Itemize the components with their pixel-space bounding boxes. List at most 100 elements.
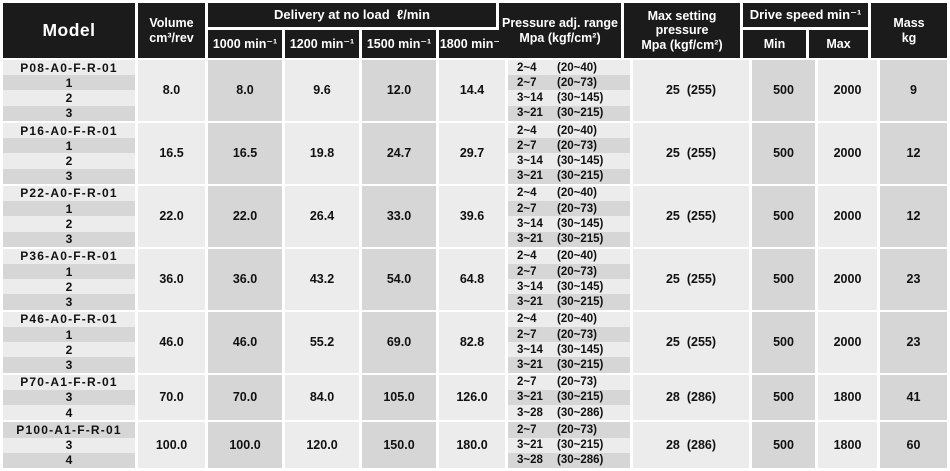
pressure-mpa-value: 2~7 bbox=[517, 139, 537, 152]
pressure-mpa-value: 2~4 bbox=[517, 61, 537, 74]
model-number: P70-A1-F-R-01 bbox=[3, 374, 135, 390]
table-row: P46-A0-F-R-01 1 2 3 46.0 46.0 55.2 69.0 82.8 2~4(… bbox=[3, 311, 947, 373]
pressure-mpa-value: 3~21 bbox=[517, 439, 543, 452]
table-row: P08-A0-F-R-01 1 2 3 8.0 8.0 9.6 12.0 14.4 2~4 (20~… bbox=[3, 60, 947, 121]
drive-min-cell: 500 bbox=[752, 60, 815, 121]
delivery-1200-cell: 26.4 bbox=[285, 185, 359, 247]
pressure-range-text: 2~4 (20~40) bbox=[517, 187, 621, 199]
model-variant: 4 bbox=[3, 405, 135, 421]
header-volume-line1: Volume bbox=[149, 16, 194, 31]
pressure-range-text: 2~4 (20~40) bbox=[517, 62, 621, 74]
volume-cell: 16.5 bbox=[138, 122, 205, 184]
volume-cell: 46.0 bbox=[138, 311, 205, 373]
header-speed-1500: 1500 min⁻¹ bbox=[362, 30, 436, 58]
delivery-1500-cell: 24.7 bbox=[362, 122, 436, 184]
header-drive-speed-title: Drive speed min⁻¹ bbox=[743, 3, 868, 27]
max-pressure-cell: 25 (255) bbox=[633, 60, 749, 121]
pressure-range-text: 2~4 (20~40) bbox=[517, 313, 621, 325]
pressure-range-text: 3~21 (30~215) bbox=[517, 107, 621, 119]
delivery-1500-cell: 33.0 bbox=[362, 185, 436, 247]
delivery-1200-cell: 19.8 bbox=[285, 122, 359, 184]
model-variant: 2 bbox=[3, 279, 135, 295]
model-number: P16-A0-F-R-01 bbox=[3, 122, 135, 139]
delivery-1500-cell: 105.0 bbox=[362, 374, 436, 421]
pressure-range-text: 2~7 (20~73) bbox=[517, 376, 621, 388]
pressure-mpa-value: 3~21 bbox=[517, 233, 543, 246]
drive-max-cell: 2000 bbox=[818, 122, 877, 184]
pressure-range-row: 3~21 (30~215) bbox=[508, 105, 630, 121]
pressure-range-text: 2~7 (20~73) bbox=[517, 424, 621, 436]
pressure-mpa-value: 2~4 bbox=[517, 250, 537, 263]
model-variant: 2 bbox=[3, 90, 135, 106]
model-cell: P08-A0-F-R-01 1 2 3 bbox=[3, 60, 135, 121]
mass-cell: 12 bbox=[880, 122, 947, 184]
pressure-mpa-value: 3~14 bbox=[517, 343, 543, 356]
model-cell: P16-A0-F-R-01 1 2 3 bbox=[3, 122, 135, 184]
pressure-range-row: 2~7 (20~73) bbox=[508, 374, 630, 390]
pressure-kgf-value: (30~145) bbox=[557, 280, 604, 293]
drive-min-cell: 500 bbox=[752, 122, 815, 184]
pressure-range-row: 2~7 (20~73) bbox=[508, 75, 630, 91]
pressure-kgf-value: (20~40) bbox=[557, 61, 597, 74]
pressure-kgf-value: (30~215) bbox=[557, 359, 604, 371]
table-header: Model Volume cm³/rev Delivery at no load… bbox=[3, 3, 947, 58]
table-row: P70-A1-F-R-01 3 4 70.0 70.0 84.0 105.0 126.0 2~7… bbox=[3, 374, 947, 421]
delivery-1800-cell: 64.8 bbox=[439, 248, 505, 310]
header-speed-1200: 1200 min⁻¹ bbox=[285, 30, 359, 58]
pressure-range-row: 3~21 (30~215) bbox=[508, 294, 630, 310]
delivery-1800-cell: 126.0 bbox=[439, 374, 505, 421]
model-variant: 3 bbox=[3, 105, 135, 121]
pressure-range-row: 3~28 (30~286) bbox=[508, 452, 630, 468]
pressure-range-text: 3~14 (30~145) bbox=[517, 344, 621, 356]
header-max-pressure: Max setting pressure Mpa (kgf/cm²) bbox=[624, 3, 740, 58]
header-speed-1000: 1000 min⁻¹ bbox=[208, 30, 282, 58]
pressure-kgf-value: (30~145) bbox=[557, 217, 604, 230]
pressure-kgf-value: (20~73) bbox=[557, 376, 597, 389]
pressure-mpa-value: 3~21 bbox=[517, 359, 543, 371]
mass-cell: 41 bbox=[880, 374, 947, 421]
pressure-mpa-value: 2~7 bbox=[517, 328, 537, 341]
model-number: P46-A0-F-R-01 bbox=[3, 311, 135, 327]
model-variant: 3 bbox=[3, 168, 135, 184]
model-number: P08-A0-F-R-01 bbox=[3, 60, 135, 76]
mass-cell: 23 bbox=[880, 311, 947, 373]
pressure-mpa-value: 2~4 bbox=[517, 187, 537, 200]
delivery-1000-cell: 16.5 bbox=[208, 122, 282, 184]
model-number: P36-A0-F-R-01 bbox=[3, 248, 135, 264]
pressure-range-text: 3~21 (30~215) bbox=[517, 170, 621, 182]
model-number: P22-A0-F-R-01 bbox=[3, 185, 135, 202]
pressure-range-cell: 2~4 (20~40) 2~7 (20~73) 3~14 (30~145) 3~21 (30~… bbox=[508, 122, 630, 184]
model-variant: 1 bbox=[3, 138, 135, 154]
pressure-range-text: 2~7 (20~73) bbox=[517, 77, 621, 89]
pressure-range-text: 3~28 (30~286) bbox=[517, 454, 621, 466]
pressure-kgf-value: (30~286) bbox=[557, 454, 604, 467]
pressure-mpa-value: 2~4 bbox=[517, 313, 537, 326]
pressure-kgf-value: (30~215) bbox=[557, 170, 604, 183]
header-max-pressure-line3: Mpa (kgf/cm²) bbox=[641, 37, 723, 52]
model-variant: 3 bbox=[3, 294, 135, 310]
pressure-mpa-value: 2~7 bbox=[517, 265, 537, 278]
pressure-range-row: 3~14 (30~145) bbox=[508, 153, 630, 169]
pressure-kgf-value: (30~215) bbox=[557, 233, 604, 246]
model-variant: 3 bbox=[3, 231, 135, 247]
pressure-range-text: 3~14 (30~145) bbox=[517, 155, 621, 167]
volume-cell: 70.0 bbox=[138, 374, 205, 421]
model-number: P100-A1-F-R-01 bbox=[3, 422, 135, 438]
pressure-kgf-value: (30~145) bbox=[557, 92, 604, 105]
header-delivery-speeds: 1000 min⁻¹ 1200 min⁻¹ 1500 min⁻¹ 1800 mi… bbox=[208, 30, 505, 58]
model-variant: 3 bbox=[3, 389, 135, 406]
pressure-range-text: 3~21 (30~215) bbox=[517, 296, 621, 308]
pressure-range-text: 2~4 (20~40) bbox=[517, 125, 621, 137]
pressure-range-row: 2~7 (20~73) bbox=[508, 326, 630, 343]
pressure-kgf-value: (20~73) bbox=[557, 202, 597, 215]
pressure-kgf-value: (20~40) bbox=[557, 313, 597, 326]
mass-cell: 12 bbox=[880, 185, 947, 247]
drive-min-cell: 500 bbox=[752, 311, 815, 373]
header-drive-max: Max bbox=[809, 30, 868, 58]
pressure-mpa-value: 2~7 bbox=[517, 423, 537, 436]
mass-cell: 9 bbox=[880, 60, 947, 121]
drive-max-cell: 2000 bbox=[818, 185, 877, 247]
pressure-range-row: 2~7 (20~73) bbox=[508, 422, 630, 438]
pressure-range-text: 2~7 (20~73) bbox=[517, 329, 621, 341]
pressure-kgf-value: (30~145) bbox=[557, 155, 604, 167]
